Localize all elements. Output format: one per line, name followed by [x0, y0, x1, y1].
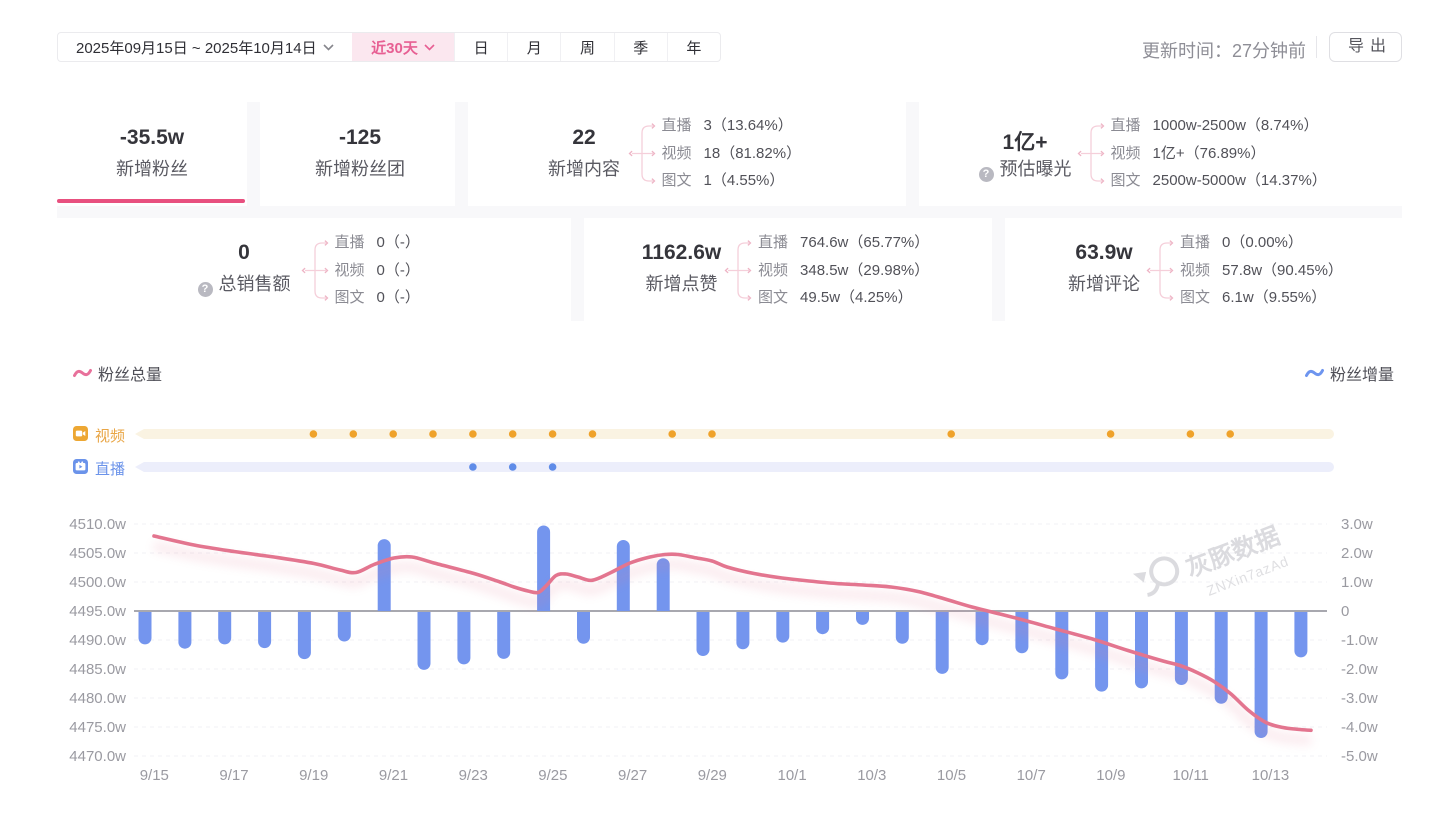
- svg-text:9/15: 9/15: [140, 767, 169, 784]
- svg-text:-1.0w: -1.0w: [1341, 632, 1378, 649]
- svg-text:9/17: 9/17: [219, 767, 248, 784]
- svg-text:10/1: 10/1: [777, 767, 806, 784]
- svg-text:3.0w: 3.0w: [1341, 516, 1373, 533]
- svg-text:4510.0w: 4510.0w: [69, 516, 126, 533]
- svg-text:10/7: 10/7: [1017, 767, 1046, 784]
- svg-text:1.0w: 1.0w: [1341, 574, 1373, 591]
- svg-text:9/19: 9/19: [299, 767, 328, 784]
- svg-text:4475.0w: 4475.0w: [69, 719, 126, 736]
- svg-text:10/3: 10/3: [857, 767, 886, 784]
- svg-text:4490.0w: 4490.0w: [69, 632, 126, 649]
- svg-text:4480.0w: 4480.0w: [69, 690, 126, 707]
- svg-text:10/5: 10/5: [937, 767, 966, 784]
- svg-text:9/23: 9/23: [459, 767, 488, 784]
- svg-text:4500.0w: 4500.0w: [69, 574, 126, 591]
- svg-text:-4.0w: -4.0w: [1341, 719, 1378, 736]
- svg-text:10/9: 10/9: [1096, 767, 1125, 784]
- svg-text:4505.0w: 4505.0w: [69, 545, 126, 562]
- svg-text:10/11: 10/11: [1172, 767, 1208, 784]
- svg-text:4485.0w: 4485.0w: [69, 661, 126, 678]
- svg-text:9/29: 9/29: [698, 767, 727, 784]
- svg-text:10/13: 10/13: [1252, 767, 1290, 784]
- svg-text:9/25: 9/25: [538, 767, 567, 784]
- svg-text:0: 0: [1341, 603, 1349, 620]
- svg-text:9/27: 9/27: [618, 767, 647, 784]
- svg-text:-5.0w: -5.0w: [1341, 748, 1378, 765]
- svg-text:-3.0w: -3.0w: [1341, 690, 1378, 707]
- svg-text:2.0w: 2.0w: [1341, 545, 1373, 562]
- svg-text:4470.0w: 4470.0w: [69, 748, 126, 765]
- svg-text:9/21: 9/21: [379, 767, 408, 784]
- svg-text:4495.0w: 4495.0w: [69, 603, 126, 620]
- svg-text:-2.0w: -2.0w: [1341, 661, 1378, 678]
